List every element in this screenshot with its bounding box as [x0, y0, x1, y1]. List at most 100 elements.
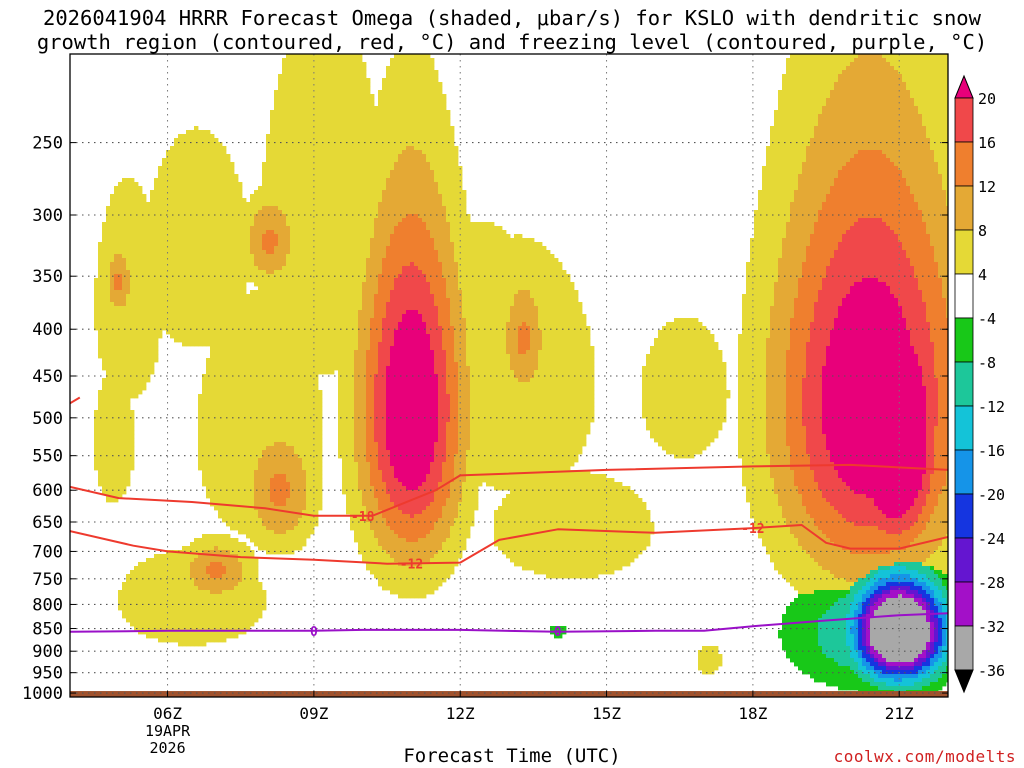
omega-cell	[914, 106, 919, 111]
omega-cell	[334, 218, 339, 223]
omega-cell	[854, 90, 859, 95]
omega-cell	[858, 202, 863, 207]
omega-cell	[430, 142, 435, 147]
omega-cell	[302, 118, 307, 123]
omega-cell	[814, 202, 819, 207]
omega-cell	[298, 206, 303, 211]
omega-cell	[338, 98, 343, 103]
omega-cell	[154, 190, 159, 195]
omega-cell	[918, 166, 923, 171]
omega-cell	[862, 90, 867, 95]
omega-cell	[798, 138, 803, 143]
omega-cell	[434, 134, 439, 139]
omega-cell	[810, 82, 815, 87]
omega-cell	[122, 182, 127, 187]
omega-cell	[838, 78, 843, 83]
omega-cell	[354, 226, 359, 231]
omega-cell	[946, 78, 948, 83]
omega-cell	[306, 70, 311, 75]
omega-cell	[182, 206, 187, 211]
omega-cell	[390, 94, 395, 99]
omega-cell	[874, 186, 879, 191]
omega-cell	[438, 222, 443, 227]
omega-cell	[270, 230, 275, 235]
omega-cell	[894, 198, 899, 203]
omega-cell	[394, 122, 399, 127]
omega-cell	[426, 70, 431, 75]
omega-cell	[862, 210, 867, 215]
omega-cell	[862, 194, 867, 199]
omega-cell	[422, 70, 427, 75]
omega-cell	[334, 150, 339, 155]
omega-cell	[274, 218, 279, 223]
omega-cell	[338, 118, 343, 123]
omega-cell	[438, 102, 443, 107]
omega-cell	[914, 178, 919, 183]
omega-cell	[410, 62, 415, 67]
omega-cell	[886, 138, 891, 143]
omega-cell	[334, 202, 339, 207]
omega-cell	[354, 214, 359, 219]
omega-cell	[306, 118, 311, 123]
omega-cell	[306, 106, 311, 111]
omega-cell	[398, 130, 403, 135]
omega-cell	[218, 182, 223, 187]
omega-cell	[270, 194, 275, 199]
omega-cell	[246, 202, 251, 207]
omega-cell	[874, 166, 879, 171]
omega-cell	[322, 82, 327, 87]
omega-cell	[326, 166, 331, 171]
omega-cell	[342, 102, 347, 107]
omega-cell	[210, 162, 215, 167]
omega-cell	[426, 198, 431, 203]
omega-cell	[150, 206, 155, 211]
omega-cell	[162, 190, 167, 195]
omega-cell	[886, 226, 891, 231]
omega-cell	[846, 166, 851, 171]
omega-cell	[394, 94, 399, 99]
omega-cell	[886, 142, 891, 147]
omega-cell	[902, 210, 907, 215]
omega-cell	[438, 190, 443, 195]
omega-cell	[942, 174, 947, 179]
omega-cell	[898, 106, 903, 111]
omega-cell	[366, 230, 371, 235]
omega-cell	[898, 218, 903, 223]
omega-cell	[890, 166, 895, 171]
omega-cell	[278, 202, 283, 207]
omega-cell	[934, 222, 939, 227]
omega-cell	[286, 138, 291, 143]
omega-cell	[282, 198, 287, 203]
omega-cell	[370, 98, 375, 103]
omega-cell	[310, 74, 315, 79]
omega-cell	[446, 186, 451, 191]
omega-cell	[830, 74, 835, 79]
omega-cell	[286, 62, 291, 67]
omega-cell	[782, 142, 787, 147]
omega-cell	[902, 178, 907, 183]
omega-cell	[314, 182, 319, 187]
omega-cell	[394, 110, 399, 115]
omega-cell	[406, 210, 411, 215]
omega-cell	[850, 186, 855, 191]
omega-cell	[306, 162, 311, 167]
omega-cell	[854, 102, 859, 107]
omega-cell	[414, 190, 419, 195]
omega-cell	[854, 174, 859, 179]
omega-cell	[406, 154, 411, 159]
omega-cell	[842, 198, 847, 203]
omega-cell	[278, 214, 283, 219]
omega-cell	[294, 62, 299, 67]
omega-cell	[946, 134, 948, 139]
omega-cell	[926, 122, 931, 127]
omega-cell	[930, 178, 935, 183]
omega-cell	[242, 210, 247, 215]
omega-cell	[326, 138, 331, 143]
omega-cell	[306, 146, 311, 151]
omega-cell	[362, 134, 367, 139]
omega-cell	[358, 238, 363, 243]
omega-cell	[878, 122, 883, 127]
omega-cell	[842, 190, 847, 195]
omega-cell	[366, 222, 371, 227]
omega-cell	[258, 214, 263, 219]
